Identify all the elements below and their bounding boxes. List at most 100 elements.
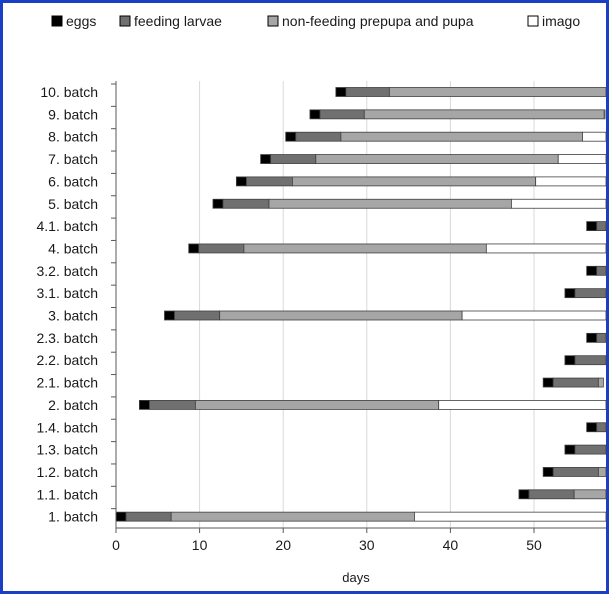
bar-segment-eggs [188, 243, 200, 254]
bar-segment-feeding-larvae [246, 176, 293, 187]
bar-segment-feeding-larvae [596, 332, 607, 343]
bar-segment-feeding-larvae [552, 467, 599, 477]
bar-segment-eggs [586, 221, 598, 232]
legend-label-imago: imago [542, 13, 580, 29]
bar-segment-imago [485, 243, 607, 254]
bar-segment-feeding-larvae [270, 154, 317, 164]
bar-segment-non-feeding-prepupa-and-pupa [195, 399, 440, 410]
category-label: 1.1. batch [37, 486, 99, 502]
bar-segment-feeding-larvae [295, 131, 342, 142]
bar-segment-feeding-larvae [345, 87, 390, 97]
axis-layer: 0 10 20 30 40 50 10. batch 9. batch 8. batch 7. b… [37, 81, 606, 553]
bar-segment-non-feeding-prepupa-and-pupa [170, 511, 415, 522]
category-label: 1.2. batch [37, 464, 99, 480]
bar-layer [115, 87, 607, 522]
x-tick-label-10: 10 [192, 537, 208, 553]
category-label: 10. batch [40, 84, 98, 100]
bar-segment-eggs [235, 176, 247, 187]
bar-segment-imago [414, 511, 607, 522]
bar-segment-imago [461, 310, 607, 321]
category-label: 2. batch [48, 397, 98, 413]
category-label: 1.3. batch [37, 442, 99, 458]
bar-segment-feeding-larvae [125, 511, 172, 522]
bar-segment-non-feeding-prepupa-and-pupa [219, 310, 463, 321]
bar-segment-non-feeding-prepupa-and-pupa [597, 467, 607, 477]
category-label: 1. batch [48, 509, 98, 525]
legend-swatch-feeding-larvae [119, 15, 131, 27]
bar-segment-imago [603, 109, 606, 120]
legend-swatch-non-feeding-prepupa-and-pupa [267, 15, 279, 27]
bar-segment-eggs [260, 154, 272, 164]
category-label: 9. batch [48, 106, 98, 122]
bar-segment-eggs [586, 265, 598, 276]
bar-segment-imago [438, 399, 607, 410]
bar-segment-eggs [542, 467, 554, 477]
bar-segment-eggs [542, 377, 554, 388]
legend-swatch-eggs [51, 15, 63, 27]
bar-segment-feeding-larvae [596, 221, 607, 232]
bar-segment-eggs [564, 444, 576, 455]
category-label: 6. batch [48, 173, 98, 189]
legend: eggs feeding larvae non-feeding prepupa an… [51, 13, 580, 29]
legend-label-feeding-larvae: feeding larvae [134, 13, 222, 29]
legend-swatch-imago [527, 15, 539, 27]
bar-segment-imago [535, 176, 607, 187]
bar-segment-non-feeding-prepupa-and-pupa [315, 154, 559, 164]
category-label: 4. batch [48, 240, 98, 256]
bar-segment-non-feeding-prepupa-and-pupa [268, 198, 512, 209]
x-axis-title: days [342, 570, 370, 585]
bar-segment-eggs [586, 332, 598, 343]
bar-segment-feeding-larvae [574, 288, 607, 299]
bar-segment-non-feeding-prepupa-and-pupa [243, 243, 487, 254]
x-tick-label-40: 40 [443, 537, 459, 553]
category-label: 2.2. batch [37, 352, 99, 368]
bar-segment-eggs [518, 489, 530, 500]
bar-segment-eggs [212, 198, 224, 209]
category-label: 1.4. batch [37, 419, 99, 435]
x-tick-label-20: 20 [275, 537, 291, 553]
bar-segment-feeding-larvae [596, 422, 607, 433]
bar-segment-feeding-larvae [596, 265, 607, 276]
category-label: 3.2. batch [37, 263, 99, 279]
bar-segment-eggs [335, 87, 347, 97]
bar-segment-feeding-larvae [222, 198, 270, 209]
category-label: 5. batch [48, 196, 98, 212]
bar-segment-eggs [115, 511, 127, 522]
bar-segment-non-feeding-prepupa-and-pupa [573, 489, 607, 500]
bar-segment-eggs [586, 422, 598, 433]
bar-segment-eggs [285, 131, 297, 142]
bar-segment-non-feeding-prepupa-and-pupa [597, 377, 604, 388]
bar-segment-eggs [564, 355, 576, 366]
bar-segment-feeding-larvae [574, 355, 607, 366]
bar-segment-eggs [164, 310, 175, 321]
x-tick-label-50: 50 [526, 537, 542, 553]
legend-label-eggs: eggs [66, 13, 96, 29]
category-label: 4.1. batch [37, 218, 99, 234]
bar-segment-eggs [309, 109, 321, 120]
bar-segment-feeding-larvae [574, 444, 607, 455]
bar-segment-non-feeding-prepupa-and-pupa [363, 109, 605, 120]
bar-segment-non-feeding-prepupa-and-pupa [291, 176, 537, 187]
x-tick-label-30: 30 [359, 537, 375, 553]
bar-segment-imago [511, 198, 607, 209]
bar-segment-non-feeding-prepupa-and-pupa [340, 131, 583, 142]
category-label: 3. batch [48, 308, 98, 324]
bar-segment-feeding-larvae [552, 377, 599, 388]
bar-segment-feeding-larvae [528, 489, 575, 500]
category-label: 3.1. batch [37, 285, 99, 301]
grid-layer [199, 81, 535, 528]
bar-segment-feeding-larvae [149, 399, 196, 410]
bar-segment-eggs [564, 288, 576, 299]
bar-segment-feeding-larvae [198, 243, 245, 254]
bar-segment-feeding-larvae [319, 109, 365, 120]
x-tick-label-0: 0 [112, 537, 120, 553]
legend-label-non-feeding-prepupa-and-pupa: non-feeding prepupa and pupa [282, 13, 474, 29]
bar-segment-imago [582, 131, 607, 142]
bar-segment-feeding-larvae [174, 310, 221, 321]
bar-segment-eggs [139, 399, 150, 410]
category-label: 2.3. batch [37, 330, 99, 346]
category-label: 7. batch [48, 151, 98, 167]
bar-segment-imago [557, 154, 607, 164]
